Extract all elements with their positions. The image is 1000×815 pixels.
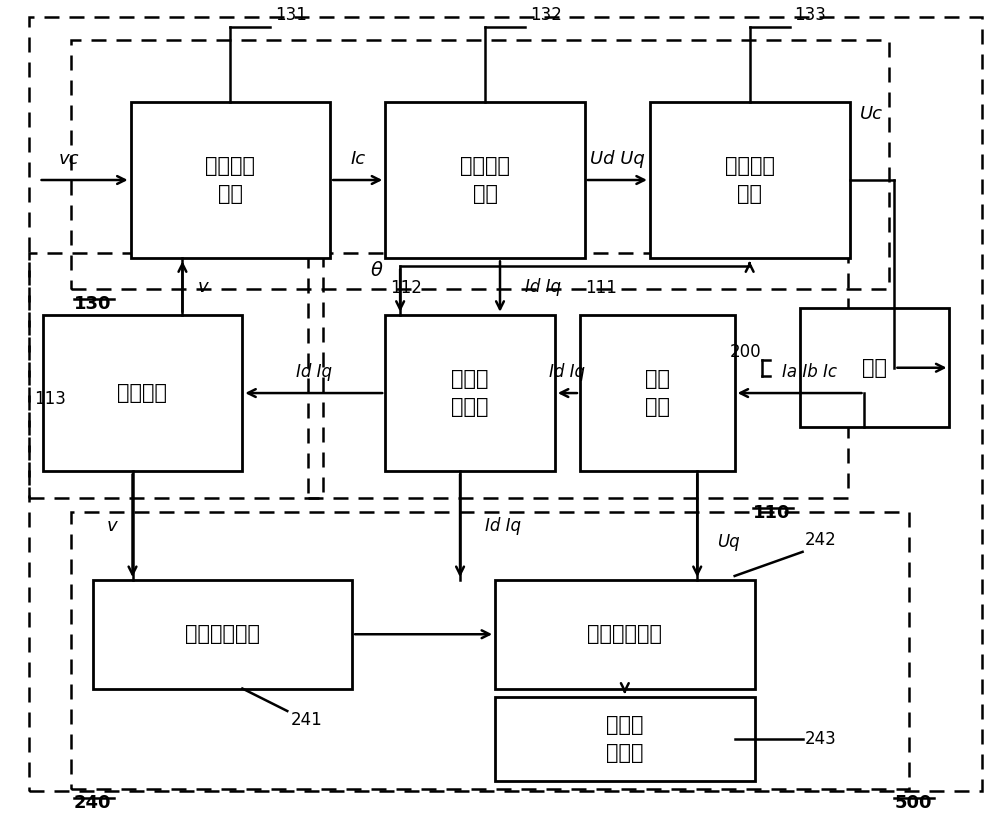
Text: 112: 112 xyxy=(390,279,422,297)
Text: 110: 110 xyxy=(753,504,790,522)
Text: 第一控制
单元: 第一控制 单元 xyxy=(205,156,255,204)
Text: 第二计算单元: 第二计算单元 xyxy=(587,624,662,644)
Text: 第二转换
单元: 第二转换 单元 xyxy=(725,156,775,204)
Text: θ: θ xyxy=(370,261,382,280)
Bar xyxy=(800,308,949,427)
Bar xyxy=(650,102,850,258)
Text: Ic: Ic xyxy=(350,150,365,168)
Text: 第一转
换单元: 第一转 换单元 xyxy=(451,369,489,417)
Text: 241: 241 xyxy=(290,711,322,729)
Text: 240: 240 xyxy=(74,794,111,812)
Text: vc: vc xyxy=(58,150,79,168)
Bar xyxy=(29,253,323,498)
Text: Ia Ib Ic: Ia Ib Ic xyxy=(782,363,837,381)
Text: 113: 113 xyxy=(34,390,66,408)
Text: Id Iq: Id Iq xyxy=(525,278,561,296)
Text: Ud Uq: Ud Uq xyxy=(590,150,645,168)
Text: Id Iq: Id Iq xyxy=(296,363,332,381)
Text: 第一判
断单元: 第一判 断单元 xyxy=(606,715,644,763)
Text: 133: 133 xyxy=(795,6,826,24)
Text: 111: 111 xyxy=(585,279,617,297)
Bar xyxy=(93,580,352,689)
Bar xyxy=(71,512,909,789)
Bar xyxy=(131,102,330,258)
Text: Id Iq: Id Iq xyxy=(485,517,521,535)
Bar xyxy=(495,580,755,689)
Text: 第二控制
单元: 第二控制 单元 xyxy=(460,156,510,204)
Text: 第一计算单元: 第一计算单元 xyxy=(185,624,260,644)
Text: 处理单元: 处理单元 xyxy=(117,383,167,403)
Bar xyxy=(495,697,755,781)
Text: 200: 200 xyxy=(730,342,762,361)
Bar xyxy=(43,315,242,471)
Text: 242: 242 xyxy=(805,531,836,549)
Text: 131: 131 xyxy=(275,6,307,24)
Text: 500: 500 xyxy=(894,794,932,812)
Text: 采集
单元: 采集 单元 xyxy=(645,369,670,417)
Bar xyxy=(385,102,585,258)
Text: Uc: Uc xyxy=(860,104,883,123)
Bar xyxy=(385,315,555,471)
Text: v: v xyxy=(197,278,208,296)
Text: v: v xyxy=(107,517,118,535)
Bar xyxy=(308,253,848,498)
Text: 243: 243 xyxy=(805,729,836,748)
Bar xyxy=(71,40,889,289)
Bar xyxy=(580,315,735,471)
Text: Id Iq: Id Iq xyxy=(549,363,585,381)
Text: 电机: 电机 xyxy=(862,358,887,377)
Text: Uq: Uq xyxy=(717,533,740,551)
Text: 130: 130 xyxy=(74,294,111,313)
Text: 132: 132 xyxy=(530,6,562,24)
